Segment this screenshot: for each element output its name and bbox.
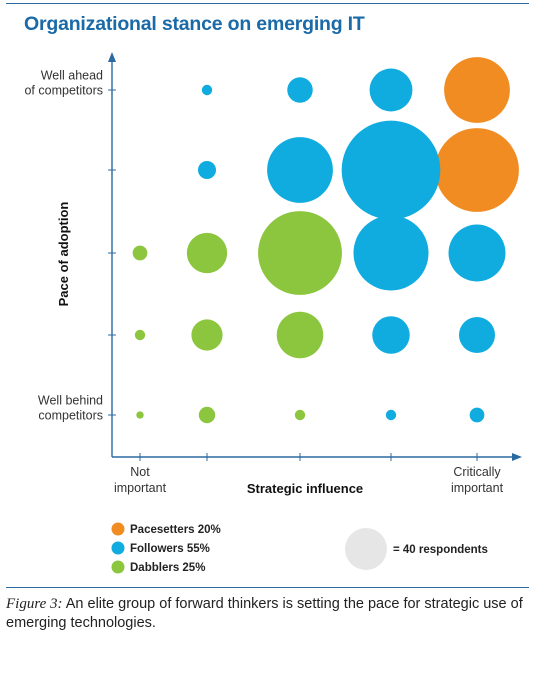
figure-caption: Figure 3: An elite group of forward thin…: [6, 595, 526, 633]
y-tick-label: of competitors: [24, 84, 103, 98]
bubble-pacesetters: [435, 128, 519, 212]
x-axis-title: Strategic influence: [247, 481, 363, 496]
bubble-pacesetters: [444, 57, 510, 123]
caption-text: An elite group of forward thinkers is se…: [6, 596, 523, 631]
bubble-followers: [369, 68, 413, 112]
bubble-followers: [458, 316, 496, 354]
y-tick-label: Well behind: [38, 394, 103, 408]
legend-swatch: [111, 541, 125, 555]
top-rule: [6, 3, 529, 4]
y-tick-label: Well ahead: [41, 69, 103, 83]
bubble-followers: [267, 137, 333, 203]
axes: [108, 52, 522, 461]
x-tick-label: Not: [130, 465, 150, 479]
caption-figure-label: Figure 3:: [6, 596, 63, 612]
bubble-dabblers: [186, 232, 228, 274]
bubble-dabblers: [136, 411, 144, 419]
bubble-dabblers: [132, 245, 148, 261]
y-axis-title: Pace of adoption: [56, 202, 71, 307]
bottom-rule: [6, 587, 529, 588]
bubbles: [132, 57, 519, 424]
legend-label: Pacesetters 20%: [130, 524, 221, 536]
legend-scale-label: = 40 respondents: [393, 544, 488, 556]
x-tick-label: important: [114, 481, 167, 495]
chart-title: Organizational stance on emerging IT: [24, 13, 365, 35]
bubble-dabblers: [191, 319, 223, 351]
bubble-followers: [197, 160, 217, 180]
bubble-dabblers: [258, 211, 342, 295]
bubble-followers: [448, 224, 506, 282]
bubble-followers: [372, 316, 410, 354]
bubble-dabblers: [198, 406, 216, 424]
bubble-followers: [353, 215, 429, 291]
legend: Pacesetters 20% Followers 55% Dabblers 25%…: [111, 522, 488, 574]
x-tick-label: important: [451, 481, 504, 495]
bubble-followers: [201, 84, 213, 96]
legend-swatch: [111, 522, 125, 536]
legend-label: Dabblers 25%: [130, 562, 205, 574]
legend-swatch: [111, 560, 125, 574]
legend-scale-bubble: [345, 528, 387, 570]
y-tick-label: competitors: [38, 409, 103, 423]
x-tick-label: Critically: [453, 465, 501, 479]
x-axis-arrow: [512, 453, 522, 461]
bubble-followers: [469, 407, 485, 423]
legend-label: Followers 55%: [130, 543, 210, 555]
bubble-followers: [287, 77, 313, 103]
bubble-dabblers: [276, 311, 324, 359]
bubble-dabblers: [134, 329, 146, 341]
bubble-followers: [385, 409, 397, 421]
bubble-dabblers: [294, 409, 306, 421]
y-axis-arrow: [108, 52, 116, 62]
bubble-followers: [341, 120, 441, 220]
